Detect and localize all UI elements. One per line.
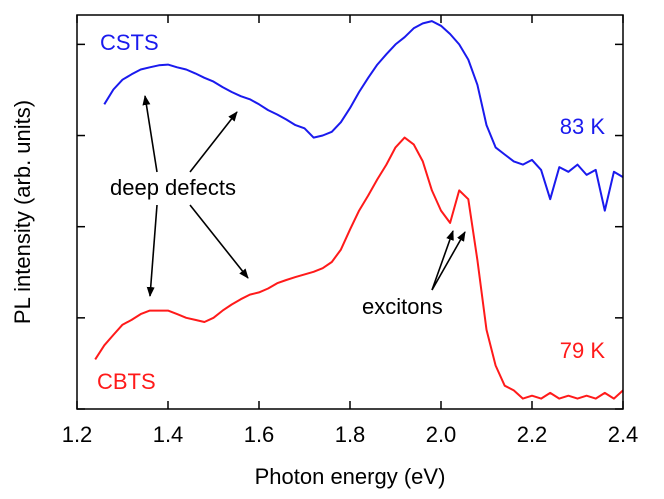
arrow: [431, 230, 454, 291]
x-tick-label: 2.0: [426, 422, 457, 447]
arrow: [431, 231, 466, 291]
arrow: [189, 204, 249, 279]
x-tick-label: 2.4: [608, 422, 639, 447]
arrow: [142, 95, 158, 173]
temperature-label: 83 K: [560, 114, 606, 139]
plot-area: [94, 20, 624, 400]
x-tick-label: 1.8: [335, 422, 366, 447]
series-label: CBTS: [97, 369, 156, 394]
series-label: CSTS: [100, 30, 159, 55]
x-tick-label: 2.2: [517, 422, 548, 447]
x-tick-label: 1.2: [62, 422, 93, 447]
x-axis-label: Photon energy (eV): [255, 464, 446, 489]
temperature-label: 79 K: [560, 338, 606, 363]
frame: [76, 14, 624, 410]
arrow: [189, 111, 238, 173]
x-tick-label: 1.6: [244, 422, 275, 447]
annotation: excitons: [362, 294, 443, 319]
spectrum-line: [103, 20, 624, 212]
arrow: [146, 204, 158, 297]
y-axis-label: PL intensity (arb. units): [10, 100, 35, 324]
spectrum-line: [94, 136, 624, 400]
x-tick-label: 1.4: [153, 422, 184, 447]
annotation: deep defects: [110, 175, 236, 200]
